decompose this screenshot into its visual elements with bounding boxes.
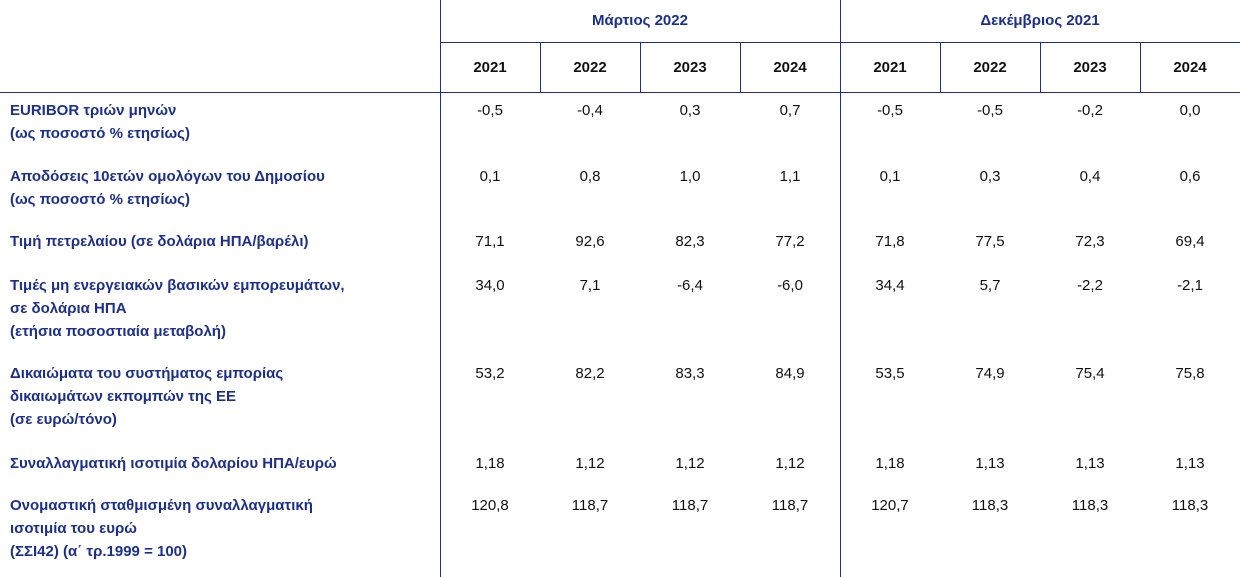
- cell-value: 118,3: [971, 497, 1009, 514]
- cell-value: 1,0: [679, 168, 701, 185]
- cell-value: -6,4: [677, 277, 703, 294]
- cell-value: 1,12: [575, 455, 605, 472]
- cell-value: 7,1: [579, 277, 601, 294]
- cell-value: 118,3: [1071, 497, 1109, 514]
- cell-value: 5,7: [979, 277, 1001, 294]
- cell-value: 53,5: [875, 365, 905, 382]
- divider: [440, 42, 1240, 43]
- year-header: 2024: [1173, 59, 1207, 76]
- cell-value: 0,1: [479, 168, 501, 185]
- year-header: 2024: [773, 59, 807, 76]
- cell-value: 1,13: [1175, 455, 1205, 472]
- cell-value: 0,0: [1179, 102, 1201, 119]
- row-label: ισοτιμία του ευρώ: [10, 520, 137, 537]
- cell-value: -2,2: [1077, 277, 1103, 294]
- row-label: (ως ποσοστό % ετησίως): [10, 125, 190, 142]
- cell-value: -0,2: [1077, 102, 1103, 119]
- cell-value: 71,8: [875, 233, 905, 250]
- divider: [540, 42, 541, 92]
- row-label: (ΣΣΙ42) (α΄ τρ.1999 = 100): [10, 543, 188, 560]
- year-header: 2022: [573, 59, 607, 76]
- row-label: (ετήσια ποσοστιαία μεταβολή): [10, 323, 226, 340]
- cell-value: 0,6: [1179, 168, 1201, 185]
- cell-value: 1,13: [1075, 455, 1105, 472]
- row-label: (σε ευρώ/τόνο): [10, 411, 117, 428]
- divider: [1040, 42, 1041, 92]
- cell-value: 34,4: [875, 277, 905, 294]
- divider: [1140, 42, 1141, 92]
- cell-value: 82,3: [675, 233, 705, 250]
- year-header: 2023: [673, 59, 707, 76]
- divider: [740, 42, 741, 92]
- cell-value: 120,8: [471, 497, 509, 514]
- cell-value: 69,4: [1175, 233, 1205, 250]
- cell-value: 53,2: [475, 365, 505, 382]
- row-label: δικαιωμάτων εκπομπών της ΕΕ: [10, 388, 237, 405]
- group-title: Δεκέμβριος 2021: [980, 12, 1100, 29]
- cell-value: 74,9: [975, 365, 1005, 382]
- cell-value: -0,5: [977, 102, 1003, 119]
- cell-value: -6,0: [777, 277, 803, 294]
- cell-value: 84,9: [775, 365, 805, 382]
- cell-value: -2,1: [1177, 277, 1203, 294]
- cell-value: 120,7: [871, 497, 909, 514]
- cell-value: 118,3: [1171, 497, 1209, 514]
- cell-value: 34,0: [475, 277, 505, 294]
- cell-value: 118,7: [771, 497, 809, 514]
- cell-value: 0,8: [579, 168, 601, 185]
- divider: [640, 42, 641, 92]
- cell-value: 72,3: [1075, 233, 1105, 250]
- row-label: Δικαιώματα του συστήματος εμπορίας: [10, 365, 284, 382]
- cell-value: 1,1: [779, 168, 801, 185]
- cell-value: 0,3: [979, 168, 1001, 185]
- cell-value: 1,12: [675, 455, 705, 472]
- cell-value: 0,3: [679, 102, 701, 119]
- row-label: Αποδόσεις 10ετών ομολόγων του Δημοσίου: [10, 168, 325, 185]
- cell-value: -0,4: [577, 102, 603, 119]
- row-label: σε δολάρια ΗΠΑ: [10, 300, 127, 317]
- cell-value: 0,7: [779, 102, 801, 119]
- cell-value: 1,18: [875, 455, 905, 472]
- year-header: 2023: [1073, 59, 1107, 76]
- row-label: Τιμές μη ενεργειακών βασικών εμπορευμάτω…: [10, 277, 345, 294]
- cell-value: 75,4: [1075, 365, 1105, 382]
- cell-value: 118,7: [671, 497, 709, 514]
- year-header: 2021: [473, 59, 507, 76]
- year-header: 2022: [973, 59, 1007, 76]
- group-title: Μάρτιος 2022: [592, 12, 688, 29]
- divider: [940, 42, 941, 92]
- cell-value: 1,12: [775, 455, 805, 472]
- row-label: EURIBOR τριών μηνών: [10, 102, 177, 119]
- cell-value: 0,1: [879, 168, 901, 185]
- cell-value: 1,18: [475, 455, 505, 472]
- cell-value: 1,13: [975, 455, 1005, 472]
- row-label: (ως ποσοστό % ετησίως): [10, 191, 190, 208]
- row-label: Συναλλαγματική ισοτιμία δολαρίου ΗΠΑ/ευρ…: [10, 455, 337, 472]
- cell-value: 0,4: [1079, 168, 1101, 185]
- cell-value: 82,2: [575, 365, 605, 382]
- cell-value: 77,5: [975, 233, 1005, 250]
- cell-value: 118,7: [571, 497, 609, 514]
- cell-value: 83,3: [675, 365, 705, 382]
- cell-value: 71,1: [475, 233, 505, 250]
- cell-value: 92,6: [575, 233, 605, 250]
- row-label: Ονομαστική σταθμισμένη συναλλαγματική: [10, 497, 313, 514]
- divider: [0, 92, 1240, 93]
- row-label: Τιμή πετρελαίου (σε δολάρια ΗΠΑ/βαρέλι): [10, 233, 309, 250]
- cell-value: -0,5: [477, 102, 503, 119]
- divider: [440, 0, 441, 577]
- year-header: 2021: [873, 59, 907, 76]
- cell-value: -0,5: [877, 102, 903, 119]
- cell-value: 77,2: [775, 233, 805, 250]
- divider: [840, 0, 841, 577]
- cell-value: 75,8: [1175, 365, 1205, 382]
